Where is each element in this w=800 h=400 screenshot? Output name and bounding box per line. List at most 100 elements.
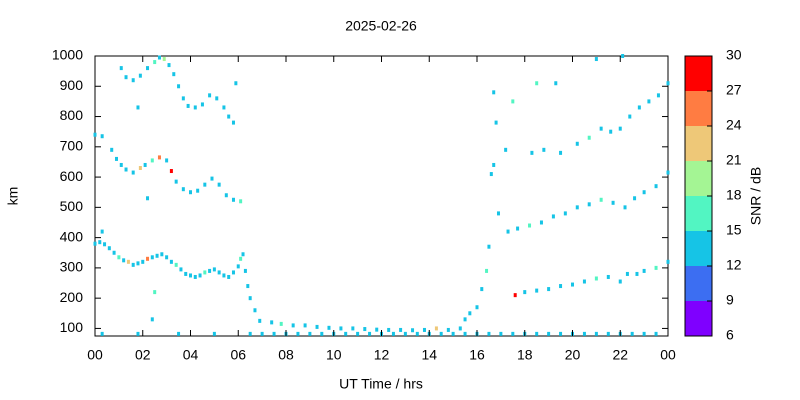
data-point [174, 179, 178, 184]
data-point [320, 331, 324, 336]
data-point [100, 331, 104, 336]
data-point [179, 267, 183, 272]
data-point [150, 158, 154, 163]
data-point [196, 188, 200, 193]
data-point [157, 55, 161, 60]
data-point [212, 331, 216, 336]
data-point [511, 331, 515, 336]
y-tick-label: 1000 [52, 47, 83, 63]
colorbar-band [685, 91, 712, 126]
x-tick-label: 20 [565, 347, 581, 363]
data-point [239, 256, 243, 261]
y-tick-label: 300 [60, 259, 84, 275]
data-point [117, 255, 121, 260]
data-point [368, 331, 372, 336]
data-point [215, 96, 219, 101]
data-point [224, 193, 228, 198]
data-point [666, 81, 670, 86]
data-point [193, 274, 197, 279]
x-tick-label: 02 [135, 347, 151, 363]
data-point [231, 270, 235, 275]
data-point [630, 331, 634, 336]
data-point [241, 252, 245, 257]
data-point [203, 182, 207, 187]
chart-title: 2025-02-26 [345, 18, 417, 34]
data-point [530, 150, 534, 155]
x-tick-label: 10 [326, 347, 342, 363]
data-point [494, 120, 498, 125]
data-point [535, 288, 539, 293]
data-point [609, 129, 613, 134]
data-point [208, 268, 212, 273]
colorbar-tick-label: 15 [726, 222, 742, 238]
data-point [599, 197, 603, 202]
data-point [110, 147, 114, 152]
data-point [124, 75, 128, 80]
data-point [621, 54, 625, 58]
colorbar-label: SNR / dB [748, 167, 764, 225]
data-point [475, 305, 479, 310]
data-point [112, 250, 116, 255]
data-point [146, 196, 150, 201]
data-point [146, 256, 150, 261]
data-point [227, 114, 231, 119]
y-tick-label: 400 [60, 228, 84, 244]
data-point [575, 205, 579, 210]
data-point [489, 172, 493, 177]
data-point [582, 331, 586, 336]
data-point [315, 324, 319, 329]
colorbar-tick-label: 21 [726, 152, 742, 168]
data-point [654, 331, 658, 336]
data-point [234, 81, 238, 86]
colorbar-tick-label: 18 [726, 187, 742, 203]
data-point [468, 311, 472, 316]
y-axis-label: km [5, 187, 21, 206]
data-point [141, 259, 145, 264]
data-point [131, 262, 135, 267]
data-point [167, 63, 171, 68]
data-point [243, 268, 247, 273]
data-point [93, 132, 97, 137]
data-point [303, 323, 307, 328]
colorbar-tick-label: 9 [726, 292, 734, 308]
data-point [248, 296, 252, 301]
colorbar-tick-label: 27 [726, 82, 742, 98]
data-point [93, 241, 97, 246]
data-point [656, 93, 660, 98]
plot-frame [94, 55, 669, 337]
data-point [623, 205, 627, 210]
data-point [506, 229, 510, 234]
data-point [594, 276, 598, 281]
data-point [363, 327, 367, 332]
data-point [625, 271, 629, 276]
data-point [411, 328, 415, 333]
x-axis-label: UT Time / hrs [339, 376, 423, 392]
data-point [136, 331, 140, 336]
data-point [100, 134, 104, 139]
data-point [463, 331, 467, 336]
data-point [547, 331, 551, 336]
data-point [594, 57, 598, 62]
data-point [153, 60, 157, 65]
data-point [248, 331, 252, 336]
data-point [236, 264, 240, 269]
data-point [446, 327, 450, 332]
data-point [387, 327, 391, 332]
data-point [260, 331, 264, 336]
data-point [98, 240, 102, 245]
data-point [107, 246, 111, 251]
data-point [351, 326, 355, 331]
data-point [485, 268, 489, 273]
data-point [198, 273, 202, 278]
data-point [131, 170, 135, 175]
x-tick-label: 14 [421, 347, 437, 363]
data-point [253, 308, 257, 313]
data-point [186, 103, 190, 108]
data-point [126, 259, 130, 264]
colorbar-band [685, 196, 712, 231]
data-point [391, 331, 395, 336]
data-point [618, 279, 622, 284]
data-point [138, 166, 142, 170]
data-point [169, 169, 173, 174]
data-point [114, 156, 118, 161]
